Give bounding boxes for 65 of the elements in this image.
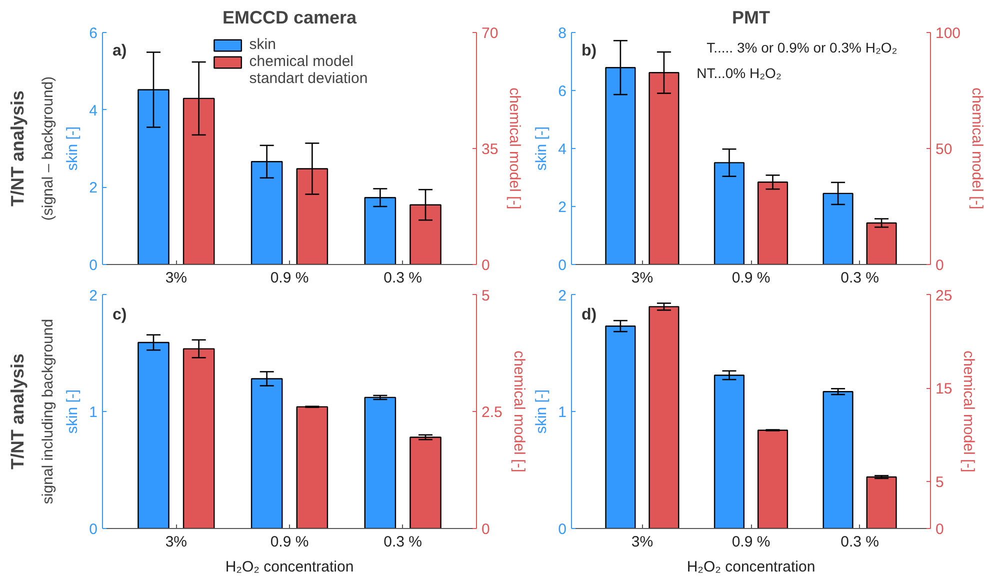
y-tick-label: 4 [558, 141, 566, 158]
x-tick-label: 3% [631, 270, 654, 286]
y2-tick-label: 0 [482, 257, 490, 274]
x-tick-label: 0.3 % [840, 270, 879, 286]
y-tick-label: 2 [558, 199, 566, 216]
x-tick-label: 3% [165, 270, 188, 286]
y-tick-label: 6 [89, 25, 98, 42]
y2-tick-label: 0 [936, 257, 944, 274]
annotation: standart deviation [249, 70, 368, 87]
y2-tick-label: 0 [936, 521, 944, 538]
text: T/NT analysis [8, 90, 28, 207]
y2-tick-label: 35 [482, 141, 498, 158]
y2-tick-label: 5 [482, 288, 490, 304]
y2-tick-label: 0 [482, 521, 490, 538]
y2-axis-title: chemical model [-] [968, 88, 986, 210]
y2-tick-label: 15 [936, 380, 952, 398]
annotation: a) [112, 42, 127, 60]
y2-tick-label: 50 [936, 141, 952, 158]
annotation: c) [112, 306, 127, 324]
text: T/NT analysis [8, 353, 28, 470]
y-axis-title: skin [-] [533, 389, 550, 434]
y-tick-label: 4 [89, 102, 98, 120]
y2-axis-title: chemical model [-] [506, 88, 524, 210]
y2-tick-label: 70 [482, 25, 498, 42]
chart-title: PMT [732, 8, 770, 28]
annotation: b) [582, 42, 597, 60]
x-tick-label: 0.9 % [732, 270, 770, 286]
y2-axis-title: chemical model [-] [510, 350, 528, 472]
y-tick-label: 1 [558, 404, 566, 421]
x-axis-title: H₂O₂ concentration [686, 558, 816, 576]
text: signal including background [40, 318, 56, 504]
annotation: d) [582, 306, 597, 324]
x-tick-label: 0.3 % [840, 534, 879, 550]
x-tick-label: 0.3 % [384, 534, 422, 550]
text: (signal – background) [40, 76, 56, 221]
legend-label: chemical model [249, 53, 354, 70]
x-tick-label: 0.3 % [384, 270, 422, 286]
legend-label: skin [249, 36, 276, 53]
x-tick-label: 3% [165, 534, 188, 550]
x-tick-label: 0.9 % [270, 270, 309, 286]
y2-tick-label: 5 [936, 474, 944, 492]
y-axis-title: skin [-] [64, 126, 82, 171]
y-tick-label: 0 [558, 257, 566, 274]
x-tick-label: 0.9 % [270, 534, 309, 550]
x-axis-title: H₂O₂ concentration [225, 558, 354, 576]
y-tick-label: 2 [89, 180, 98, 197]
y-tick-label: 6 [558, 83, 566, 100]
y-tick-label: 8 [558, 25, 566, 42]
y2-tick-label: 100 [936, 25, 961, 42]
annotation: T..... 3% or 0.9% or 0.3% H₂O₂ [706, 40, 898, 56]
y-tick-label: 0 [89, 521, 98, 538]
y2-tick-label: 2.5 [482, 404, 502, 421]
y-axis-title: skin [-] [533, 126, 550, 171]
x-tick-label: 3% [631, 534, 654, 550]
y-axis-title: skin [-] [64, 389, 82, 434]
y-tick-label: 0 [89, 257, 98, 274]
y-tick-label: 0 [558, 521, 566, 538]
y2-tick-label: 25 [936, 288, 952, 304]
annotation: NT...0% H₂O₂ [696, 65, 782, 82]
chart-title: EMCCD camera [222, 8, 358, 28]
y2-axis-title: chemical model [-] [960, 350, 978, 472]
x-tick-label: 0.9 % [732, 534, 770, 550]
y-tick-label: 1 [89, 404, 98, 421]
y-tick-label: 2 [558, 288, 566, 304]
y-tick-label: 2 [89, 288, 98, 304]
